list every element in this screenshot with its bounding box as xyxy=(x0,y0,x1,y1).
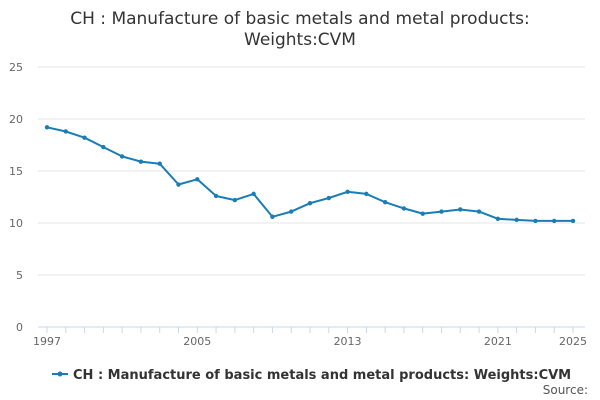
chart-title-line-2: Weights:CVM xyxy=(244,30,356,50)
data-point[interactable] xyxy=(382,200,388,205)
data-point[interactable] xyxy=(307,201,313,206)
data-point[interactable] xyxy=(289,209,294,214)
chart-title-line-1: CH : Manufacture of basic metals and met… xyxy=(70,9,530,29)
series-line xyxy=(46,126,574,222)
data-point[interactable] xyxy=(82,135,87,140)
x-tick-label: 2005 xyxy=(183,335,211,348)
data-point[interactable] xyxy=(364,191,369,197)
data-point[interactable] xyxy=(420,211,425,216)
series-layer xyxy=(44,125,576,224)
grid-layer xyxy=(38,66,585,276)
data-point[interactable] xyxy=(326,195,331,201)
data-point[interactable] xyxy=(44,125,50,130)
data-point[interactable] xyxy=(213,193,219,199)
x-tick-label: 2021 xyxy=(484,335,512,348)
source-label: Source: xyxy=(543,383,588,397)
y-tick-label: 0 xyxy=(16,321,23,334)
data-point[interactable] xyxy=(101,144,106,150)
data-point[interactable] xyxy=(119,154,125,159)
x-tick-label: 2013 xyxy=(334,335,362,348)
data-point[interactable] xyxy=(570,218,576,224)
data-point[interactable] xyxy=(458,207,463,212)
legend-marker-swatch xyxy=(57,371,63,377)
data-point[interactable] xyxy=(195,177,200,182)
data-point[interactable] xyxy=(401,206,407,211)
x-tick-label: 2025 xyxy=(559,335,587,348)
data-point[interactable] xyxy=(232,197,238,203)
legend-label: CH : Manufacture of basic metals and met… xyxy=(73,368,571,383)
data-point[interactable] xyxy=(476,209,482,214)
data-point[interactable] xyxy=(63,129,68,134)
data-point[interactable] xyxy=(157,161,162,166)
y-tick-label: 20 xyxy=(9,113,23,126)
data-point[interactable] xyxy=(345,189,350,194)
data-point[interactable] xyxy=(138,159,144,164)
data-point[interactable] xyxy=(552,218,557,224)
y-tick-label: 5 xyxy=(16,269,23,282)
x-tick-label: 1997 xyxy=(33,335,61,348)
data-point[interactable] xyxy=(439,209,444,214)
data-point[interactable] xyxy=(514,217,519,223)
data-point[interactable] xyxy=(176,182,181,187)
data-point[interactable] xyxy=(251,191,256,197)
y-tick-label: 15 xyxy=(9,165,23,178)
data-point[interactable] xyxy=(270,214,275,219)
data-point[interactable] xyxy=(533,218,538,224)
legend[interactable]: CH : Manufacture of basic metals and met… xyxy=(52,368,571,383)
y-tick-label: 25 xyxy=(9,61,23,74)
data-point[interactable] xyxy=(495,216,501,222)
y-tick-label: 10 xyxy=(9,217,23,230)
